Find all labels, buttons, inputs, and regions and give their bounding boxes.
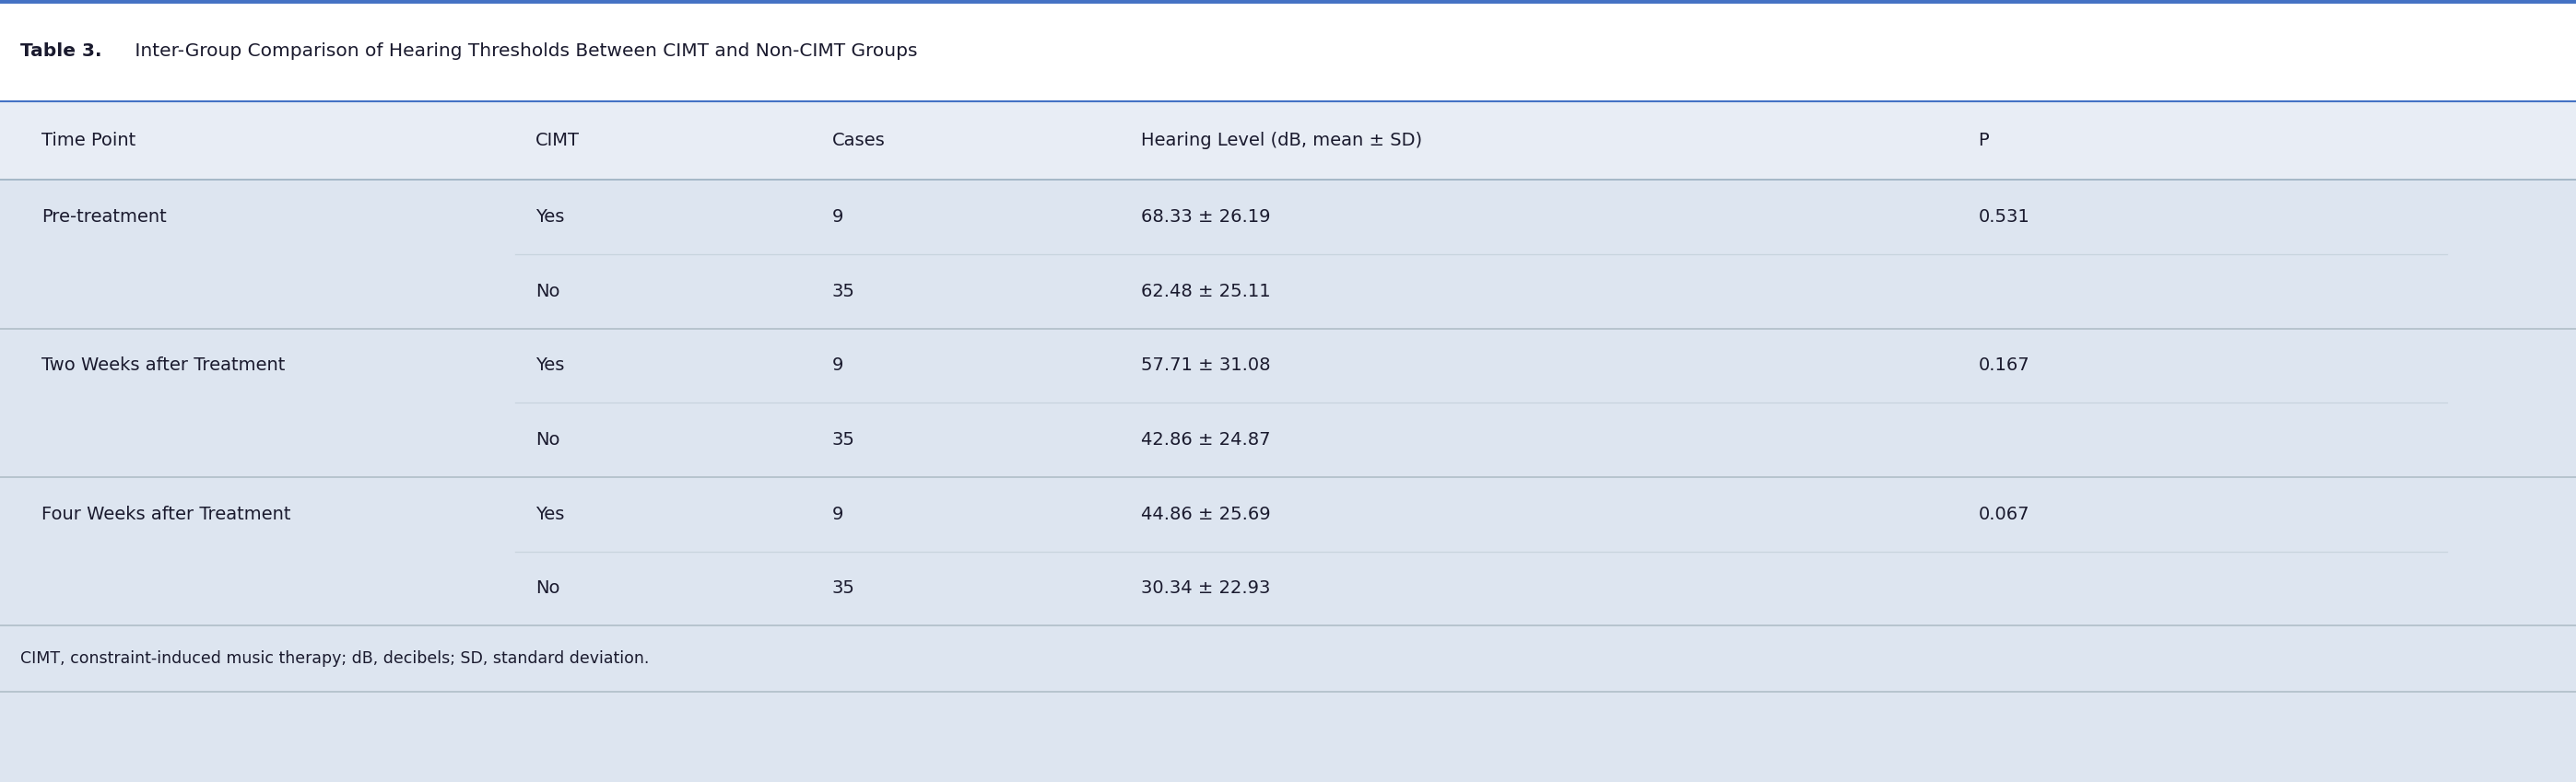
Text: Yes: Yes [536, 505, 564, 523]
FancyBboxPatch shape [0, 102, 2576, 180]
Text: Inter-Group Comparison of Hearing Thresholds Between CIMT and Non-CIMT Groups: Inter-Group Comparison of Hearing Thresh… [129, 42, 917, 59]
Text: 44.86 ± 25.69: 44.86 ± 25.69 [1141, 505, 1270, 523]
FancyBboxPatch shape [0, 328, 2576, 403]
FancyBboxPatch shape [0, 0, 2576, 102]
Text: No: No [536, 431, 559, 449]
Text: No: No [536, 282, 559, 300]
Text: 62.48 ± 25.11: 62.48 ± 25.11 [1141, 282, 1270, 300]
FancyBboxPatch shape [0, 551, 2576, 626]
Text: 42.86 ± 24.87: 42.86 ± 24.87 [1141, 431, 1270, 449]
Text: 57.71 ± 31.08: 57.71 ± 31.08 [1141, 357, 1270, 375]
Text: 0.167: 0.167 [1978, 357, 2030, 375]
Text: Hearing Level (dB, mean ± SD): Hearing Level (dB, mean ± SD) [1141, 132, 1422, 149]
Text: Yes: Yes [536, 357, 564, 375]
FancyBboxPatch shape [0, 254, 2576, 328]
Text: 0.067: 0.067 [1978, 505, 2030, 523]
Text: 9: 9 [832, 208, 842, 226]
Text: 9: 9 [832, 505, 842, 523]
Text: 35: 35 [832, 431, 855, 449]
Text: Table 3.: Table 3. [21, 42, 103, 59]
Text: 9: 9 [832, 357, 842, 375]
FancyBboxPatch shape [0, 477, 2576, 551]
Text: Two Weeks after Treatment: Two Weeks after Treatment [41, 357, 286, 375]
Text: 0.531: 0.531 [1978, 208, 2030, 226]
Text: Yes: Yes [536, 208, 564, 226]
FancyBboxPatch shape [0, 180, 2576, 254]
Text: Time Point: Time Point [41, 132, 137, 149]
Text: 30.34 ± 22.93: 30.34 ± 22.93 [1141, 579, 1270, 597]
Text: Four Weeks after Treatment: Four Weeks after Treatment [41, 505, 291, 523]
Text: CIMT: CIMT [536, 132, 580, 149]
Text: 68.33 ± 26.19: 68.33 ± 26.19 [1141, 208, 1270, 226]
FancyBboxPatch shape [0, 403, 2576, 477]
Text: 35: 35 [832, 579, 855, 597]
FancyBboxPatch shape [0, 626, 2576, 692]
Text: CIMT, constraint-induced music therapy; dB, decibels; SD, standard deviation.: CIMT, constraint-induced music therapy; … [21, 651, 649, 667]
Text: No: No [536, 579, 559, 597]
Text: P: P [1978, 132, 1989, 149]
Text: Pre-treatment: Pre-treatment [41, 208, 167, 226]
Text: Cases: Cases [832, 132, 886, 149]
Text: 35: 35 [832, 282, 855, 300]
